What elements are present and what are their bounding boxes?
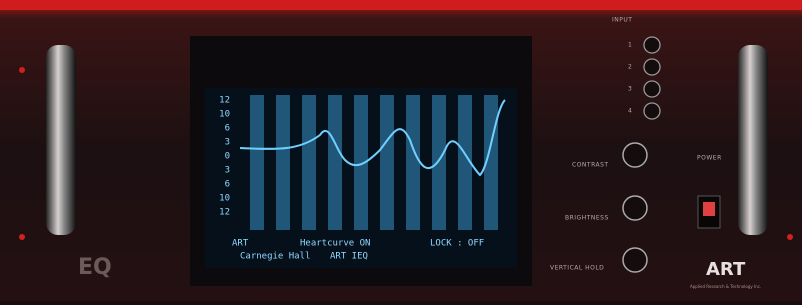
art-logo: ART [706,259,746,280]
eq-bar [406,95,420,230]
rack-screw [19,234,25,240]
top-edge [0,0,802,10]
eq-bar [380,95,394,230]
rack-screw [787,234,793,240]
scale-label: 10 [219,110,230,120]
company-name: Applied Research & Technology Inc. [690,284,761,289]
screen-venue: Carnegie Hall [240,252,310,262]
power-label: POWER [697,155,722,162]
scale-label: 6 [225,124,230,134]
eq-logo: EQ [78,255,112,280]
screen-mode: Heartcurve ON [300,239,370,249]
scale-label: 12 [219,208,230,218]
contrast-knob[interactable] [623,143,647,167]
contrast-label: CONTRAST [572,162,609,169]
input-button[interactable] [644,103,660,119]
input-number: 3 [628,86,632,93]
left-handle [46,45,76,235]
brightness-label: BRIGHTNESS [565,215,609,222]
scale-label: 12 [219,96,230,106]
eq-bar [250,95,264,230]
right-handle [738,45,768,235]
screen-lock: LOCK : OFF [430,239,484,249]
input-number: 1 [628,42,632,49]
eq-bar [328,95,342,230]
vhold-knob[interactable] [623,248,647,272]
screen-text: ART [232,239,249,249]
input-label: INPUT [612,17,632,24]
screen-model: ART IEQ [330,252,368,262]
scale-label: 3 [225,138,230,148]
scale-label: 3 [225,166,230,176]
power-rocker [703,202,715,216]
input-button[interactable] [644,37,660,53]
eq-bar [276,95,290,230]
input-number: 2 [628,64,632,71]
eq-bar [432,95,446,230]
input-button[interactable] [644,59,660,75]
brightness-knob[interactable] [623,196,647,220]
eq-bar [302,95,316,230]
scale-label: 0 [225,152,230,162]
scale-label: 10 [219,194,230,204]
input-button[interactable] [644,81,660,97]
input-number: 4 [628,108,632,115]
rack-screw [19,67,25,73]
scale-label: 6 [225,180,230,190]
device-photo: 1210630361012 ART Heartcurve ON LOCK : O… [0,0,802,301]
vhold-label: VERTICAL HOLD [550,265,604,272]
